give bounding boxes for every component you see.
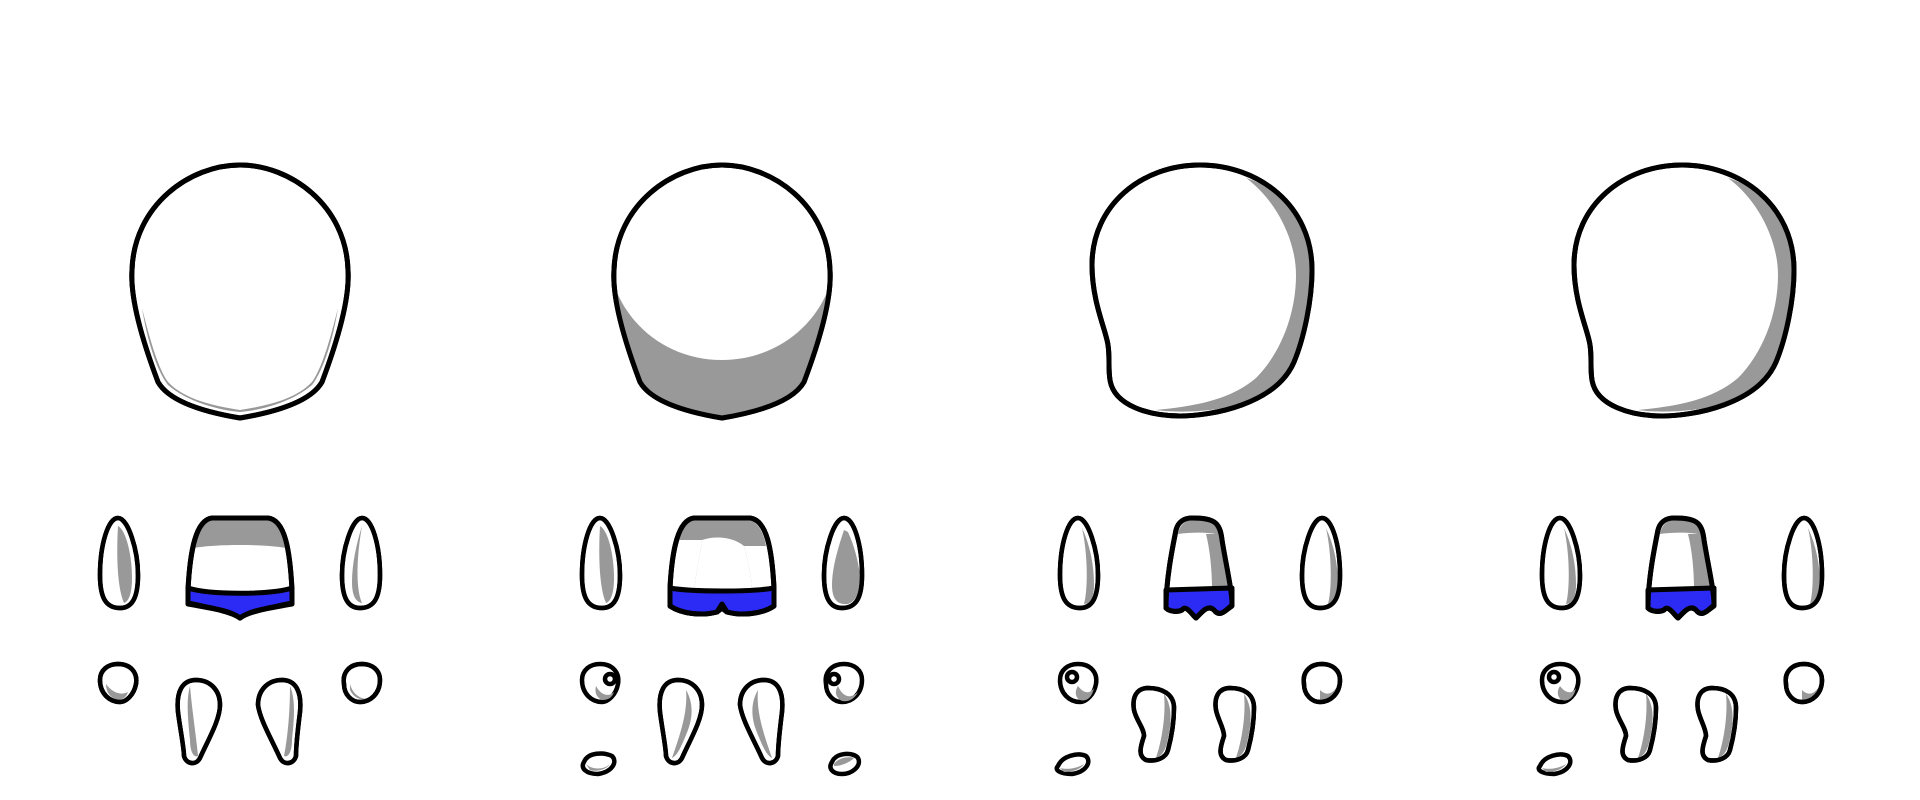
eye-left-pupil-icon: [1060, 664, 1096, 702]
eye-right-small-icon: [1786, 664, 1822, 702]
mouth-side-icon: [1166, 518, 1232, 618]
eye-left-small-icon: [100, 664, 136, 702]
brow-left-side-icon: [1134, 688, 1174, 761]
head-side-alt-icon: [1574, 165, 1794, 416]
mouth-open-shaded-icon: [670, 518, 774, 614]
eye-right-small-icon: [1304, 664, 1340, 702]
brow-left-side-icon: [1616, 688, 1656, 761]
mouth-side-icon: [1648, 518, 1714, 618]
mouth-open-icon: [188, 518, 292, 618]
brow-right-side-icon: [1216, 688, 1254, 761]
cheek-right-icon: [830, 754, 858, 774]
eye-left-pupil-icon: [582, 664, 618, 702]
eye-right-small-icon: [344, 664, 380, 702]
eye-left-pupil-icon: [1542, 664, 1578, 702]
head-side-icon: [1092, 165, 1312, 416]
eye-right-pupil-icon: [826, 664, 862, 702]
head-front-icon: [132, 165, 348, 418]
cheek-left-icon: [583, 754, 615, 774]
brow-right-side-icon: [1698, 688, 1736, 761]
head-front-shaded-icon: [614, 165, 830, 418]
